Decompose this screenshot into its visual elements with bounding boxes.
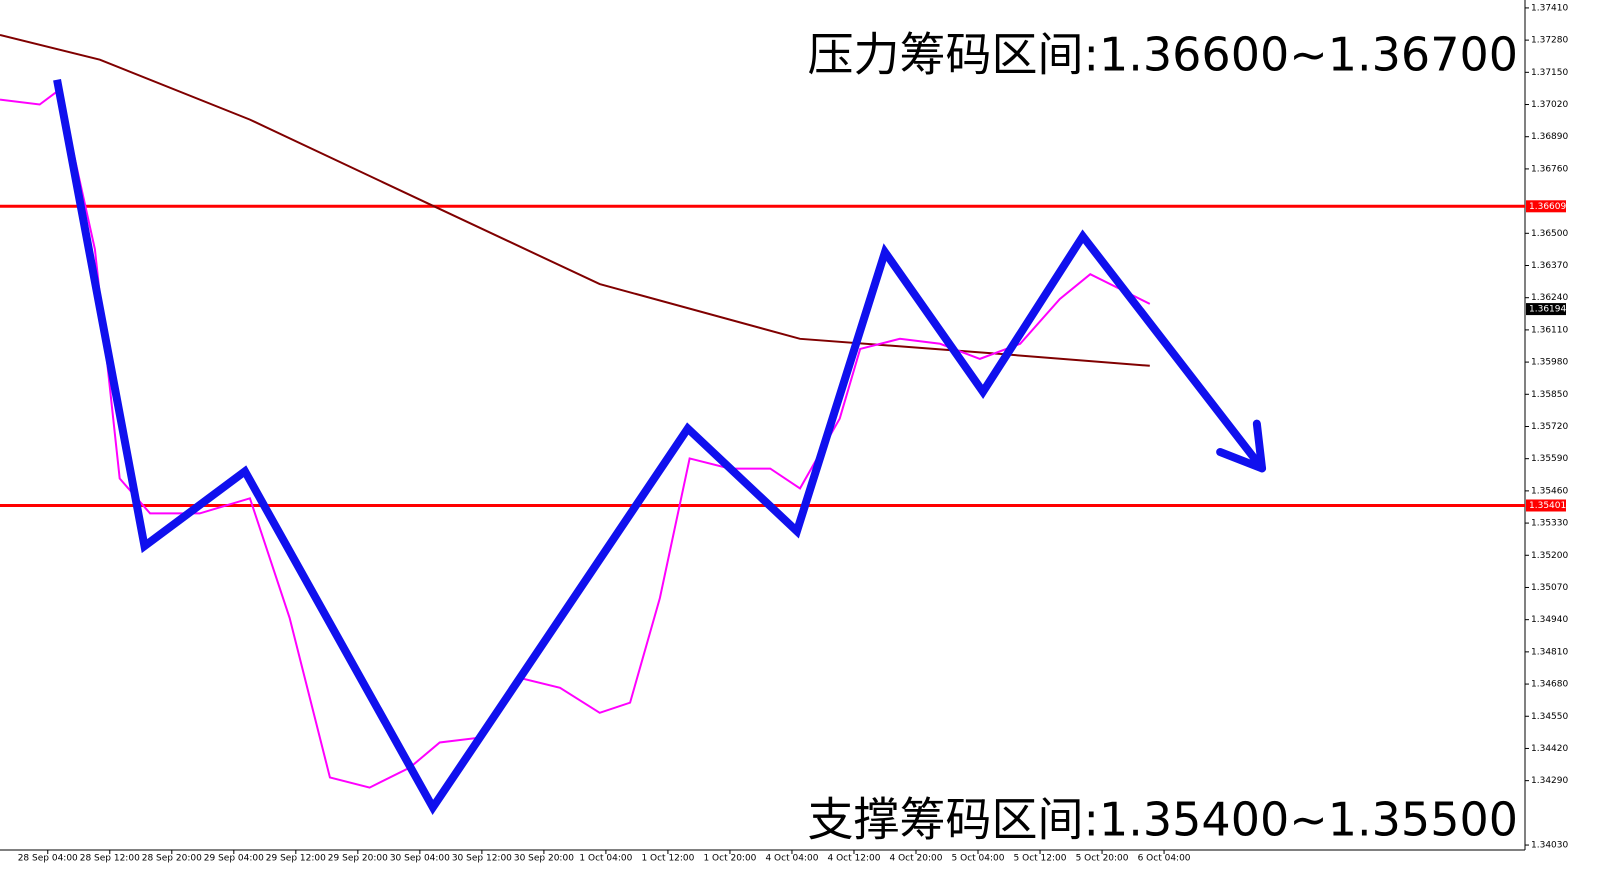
y-tick-label: 1.36370 (1531, 261, 1568, 271)
x-tick-label: 5 Oct 04:00 (952, 854, 1005, 864)
level-label: 1.35401 (1529, 501, 1566, 511)
resistance-annotation: 压力筹码区间:1.36600~1.36700 (808, 28, 1518, 82)
x-tick-label: 29 Sep 04:00 (204, 854, 264, 864)
x-tick-label: 4 Oct 12:00 (827, 854, 880, 864)
price-label: 1.36194 (1529, 305, 1566, 315)
price-tag (1526, 303, 1566, 316)
y-tick-label: 1.35850 (1531, 390, 1568, 400)
y-tick-label: 1.35460 (1531, 486, 1568, 496)
x-tick-label: 5 Oct 12:00 (1014, 854, 1067, 864)
y-tick-label: 1.35590 (1531, 454, 1568, 464)
x-tick-label: 6 Oct 04:00 (1138, 854, 1191, 864)
price-line (0, 87, 1151, 789)
support-annotation: 支撑筹码区间:1.35400~1.35500 (808, 793, 1518, 847)
x-tick-label: 30 Sep 04:00 (390, 854, 450, 864)
arrow-path (53, 79, 1266, 816)
y-tick-label: 1.37020 (1531, 100, 1568, 110)
y-tick-label: 1.34030 (1531, 841, 1568, 851)
x-tick-label: 4 Oct 04:00 (765, 854, 818, 864)
y-tick-label: 1.35070 (1531, 583, 1568, 593)
y-tick-label: 1.36890 (1531, 132, 1568, 142)
x-tick-label: 28 Sep 20:00 (142, 854, 202, 864)
y-tick-label: 1.37410 (1531, 3, 1568, 13)
level-tag (1526, 499, 1566, 512)
x-tick-label: 1 Oct 20:00 (703, 854, 756, 864)
y-tick-label: 1.34290 (1531, 776, 1568, 786)
y-tick-label: 1.35720 (1531, 422, 1568, 432)
y-tick-label: 1.34550 (1531, 712, 1568, 722)
y-tick-label: 1.36110 (1531, 325, 1568, 335)
x-tick-label: 28 Sep 12:00 (80, 854, 140, 864)
level-label: 1.36609 (1529, 202, 1566, 212)
x-tick-label: 4 Oct 20:00 (890, 854, 943, 864)
y-tick-label: 1.36760 (1531, 164, 1568, 174)
y-tick-label: 1.35330 (1531, 519, 1568, 529)
x-tick-label: 1 Oct 12:00 (641, 854, 694, 864)
arrow-head (1216, 448, 1267, 473)
y-tick-label: 1.36240 (1531, 293, 1568, 303)
price-line (0, 33, 1150, 367)
level-tag (1526, 200, 1566, 213)
y-tick-label: 1.35980 (1531, 358, 1568, 368)
x-tick-label: 30 Sep 20:00 (514, 854, 574, 864)
y-tick-label: 1.34680 (1531, 680, 1568, 690)
y-tick-label: 1.34420 (1531, 744, 1568, 754)
x-tick-label: 29 Sep 20:00 (328, 854, 388, 864)
y-tick-label: 1.37150 (1531, 68, 1568, 78)
y-tick-label: 1.34810 (1531, 647, 1568, 657)
arrow-head (1252, 419, 1267, 473)
x-tick-label: 1 Oct 04:00 (579, 854, 632, 864)
y-tick-label: 1.36500 (1531, 229, 1568, 239)
x-tick-label: 28 Sep 04:00 (18, 854, 78, 864)
y-tick-label: 1.34940 (1531, 615, 1568, 625)
y-tick-label: 1.35200 (1531, 551, 1568, 561)
y-tick-label: 1.37280 (1531, 36, 1568, 46)
x-tick-label: 30 Sep 12:00 (452, 854, 512, 864)
x-tick-label: 29 Sep 12:00 (266, 854, 326, 864)
x-tick-label: 5 Oct 20:00 (1076, 854, 1129, 864)
